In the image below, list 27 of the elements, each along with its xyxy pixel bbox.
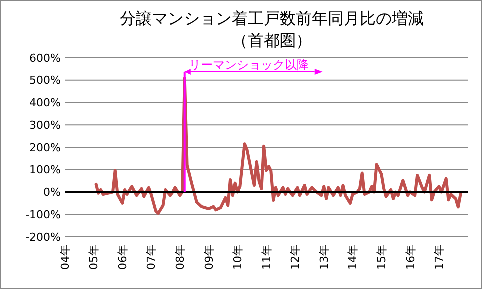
y-tick-label: 200% xyxy=(30,141,61,154)
y-tick-label: -100% xyxy=(26,208,61,222)
x-tick-label: 10年 xyxy=(232,245,245,270)
x-tick-label: 08年 xyxy=(174,245,187,270)
x-tick-label: 05年 xyxy=(88,245,101,270)
x-tick-label: 16年 xyxy=(404,245,418,270)
ref-line-label: リーマンショック以降 xyxy=(188,58,309,72)
y-tick-label: -200% xyxy=(26,230,61,244)
y-tick-label: 300% xyxy=(30,118,61,132)
y-tick-label: 500% xyxy=(30,74,61,88)
x-tick-label: 11年 xyxy=(260,245,274,270)
x-tick-label: 13年 xyxy=(318,245,331,270)
y-tick-label: 0% xyxy=(44,186,61,200)
x-tick-label: 09年 xyxy=(202,245,216,270)
x-tick-label: 12年 xyxy=(289,245,302,270)
chart-title: 分譲マンション着工戸数前年同月比の増減 xyxy=(120,9,424,28)
chart-subtitle: （首都圏） xyxy=(232,31,312,50)
y-tick-label: 600% xyxy=(30,52,61,65)
x-tick-label: 04年 xyxy=(58,245,72,270)
x-tick-label: 17年 xyxy=(433,245,446,270)
y-tick-label: 400% xyxy=(30,96,61,110)
x-tick-label: 07年 xyxy=(145,245,158,270)
x-tick-label: 15年 xyxy=(375,245,388,270)
x-tick-label: 06年 xyxy=(116,245,130,270)
y-tick-label: 100% xyxy=(30,164,61,177)
x-tick-label: 14年 xyxy=(346,245,360,270)
line-series xyxy=(94,77,462,216)
